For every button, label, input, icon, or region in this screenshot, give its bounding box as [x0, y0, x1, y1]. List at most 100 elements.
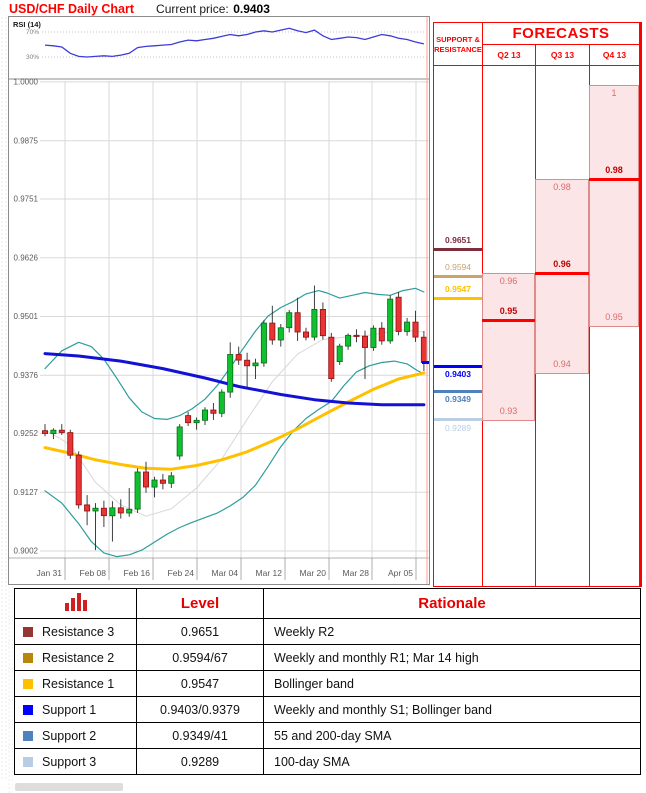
- table-row: Support 1 0.9403/0.9379 Weekly and monthly…: [14, 696, 641, 723]
- sr-level-label: 0.9289: [445, 423, 471, 433]
- level-name: Support 2: [42, 728, 97, 743]
- table-header-row: Level Rationale: [14, 588, 641, 619]
- candle: [336, 345, 343, 363]
- bar-chart-icon: [64, 592, 87, 611]
- forecast-high-label: 0.98: [553, 182, 571, 192]
- candle: [58, 429, 65, 433]
- svg-text:70%: 70%: [26, 29, 39, 36]
- svg-text:1.0000: 1.0000: [14, 78, 39, 87]
- svg-text:0.9002: 0.9002: [14, 547, 39, 556]
- indicator-lines: [43, 287, 426, 558]
- svg-text:Mar 20: Mar 20: [300, 568, 327, 578]
- forecast-central-line: [535, 272, 589, 275]
- candle: [395, 296, 402, 332]
- level-color-swatch: [23, 730, 33, 741]
- forecast-low-label: 0.95: [605, 312, 623, 322]
- forecasts-title: FORECASTS: [482, 23, 639, 45]
- svg-text:0.9501: 0.9501: [14, 312, 39, 321]
- support-resistance-forecast-panel: SUPPORT & RESISTANCE FORECASTS Q2 13 Q3 …: [433, 22, 642, 587]
- candle: [311, 308, 318, 338]
- page-title: USD/CHF Daily Chart: [9, 2, 135, 16]
- rsi-label: RSI (14): [13, 20, 41, 29]
- candle: [302, 331, 309, 338]
- level-color-swatch: [23, 652, 33, 663]
- sr-level-line: [434, 248, 482, 251]
- forecast-column-q4-header: Q4 13: [589, 45, 639, 66]
- candle: [84, 504, 91, 512]
- sr-level-label: 0.9594: [445, 262, 471, 272]
- candle: [294, 312, 301, 333]
- table-row: Resistance 1 0.9547 Bollinger band: [14, 670, 641, 697]
- candle: [201, 409, 208, 421]
- candle: [193, 419, 200, 424]
- forecast-central-label: 0.95: [499, 306, 518, 316]
- candle: [328, 336, 335, 380]
- current-price-value: 0.9403: [233, 2, 270, 16]
- level-name: Support 3: [42, 754, 97, 769]
- svg-text:0.9875: 0.9875: [14, 136, 39, 145]
- forecast-central-label: 0.98: [605, 165, 623, 175]
- sma-200-day: [43, 352, 426, 407]
- forecast-column-q2-header: Q2 13: [482, 45, 535, 66]
- svg-text:Mar 12: Mar 12: [256, 568, 283, 578]
- forecast-range-q213: [482, 273, 535, 421]
- bollinger-upper: [44, 287, 425, 420]
- svg-text:0.9127: 0.9127: [14, 488, 39, 497]
- level-name: Resistance 3: [42, 624, 115, 639]
- candle: [370, 327, 377, 348]
- level-rationale: 100-day SMA: [263, 748, 641, 775]
- levels-table: Level Rationale Resistance 3 0.9651 Weekly…: [14, 588, 641, 775]
- sr-level-label: 0.9403: [445, 369, 471, 379]
- table-row: Support 3 0.9289 100-day SMA: [14, 748, 641, 775]
- candle: [100, 507, 107, 517]
- candle: [67, 432, 74, 456]
- sr-level-line: [434, 275, 482, 278]
- svg-text:Apr 05: Apr 05: [388, 568, 413, 578]
- candle: [50, 429, 57, 434]
- table-header-rationale: Rationale: [263, 588, 641, 619]
- level-color-swatch: [23, 678, 33, 689]
- forecast-low-label: 0.93: [499, 406, 518, 416]
- svg-text:0.9252: 0.9252: [14, 429, 39, 438]
- candle: [345, 334, 352, 347]
- svg-text:0.9626: 0.9626: [14, 253, 39, 262]
- level-rationale: Weekly R2: [263, 618, 641, 645]
- svg-text:Feb 16: Feb 16: [124, 568, 151, 578]
- candle: [42, 430, 49, 434]
- sma-100-day: [43, 371, 426, 471]
- forecast-range-q413: [589, 85, 639, 327]
- svg-text:Feb 24: Feb 24: [168, 568, 195, 578]
- svg-text:Jan 31: Jan 31: [36, 568, 62, 578]
- candle: [260, 322, 267, 364]
- candles: [42, 285, 427, 551]
- rsi-line: [44, 27, 425, 58]
- bollinger-middle: [44, 329, 425, 517]
- candle: [176, 426, 183, 457]
- candle: [126, 508, 133, 514]
- forecast-range-q313: [535, 179, 589, 374]
- table-row: Resistance 3 0.9651 Weekly R2: [14, 618, 641, 645]
- forecast-column-q3-header: Q3 13: [535, 45, 589, 66]
- level-rationale: 55 and 200-day SMA: [263, 722, 641, 749]
- svg-text:Feb 08: Feb 08: [80, 568, 107, 578]
- candle: [185, 415, 192, 424]
- page-texture: [0, 16, 7, 780]
- svg-text:0.9376: 0.9376: [14, 371, 39, 380]
- table-row: Support 2 0.9349/41 55 and 200-day SMA: [14, 722, 641, 749]
- candle: [151, 479, 158, 488]
- sr-level-label: 0.9349: [445, 394, 471, 404]
- table-shadow: [15, 783, 123, 791]
- level-rationale: Bollinger band: [263, 670, 641, 697]
- table-header-level: Level: [136, 588, 264, 619]
- candle: [75, 454, 82, 506]
- forecast-high-label: 0.96: [499, 276, 518, 286]
- forecast-central-line: [482, 319, 535, 322]
- level-color-swatch: [23, 756, 33, 767]
- candle: [252, 362, 259, 367]
- sr-level-line: [434, 365, 482, 368]
- sr-level-line: [434, 390, 482, 393]
- level-rationale: Weekly and monthly R1; Mar 14 high: [263, 644, 641, 671]
- grid: 1.0000 0.9875 0.9751 0.9626 0.9501 0.9376 0.92…: [9, 78, 429, 580]
- candle: [269, 322, 276, 341]
